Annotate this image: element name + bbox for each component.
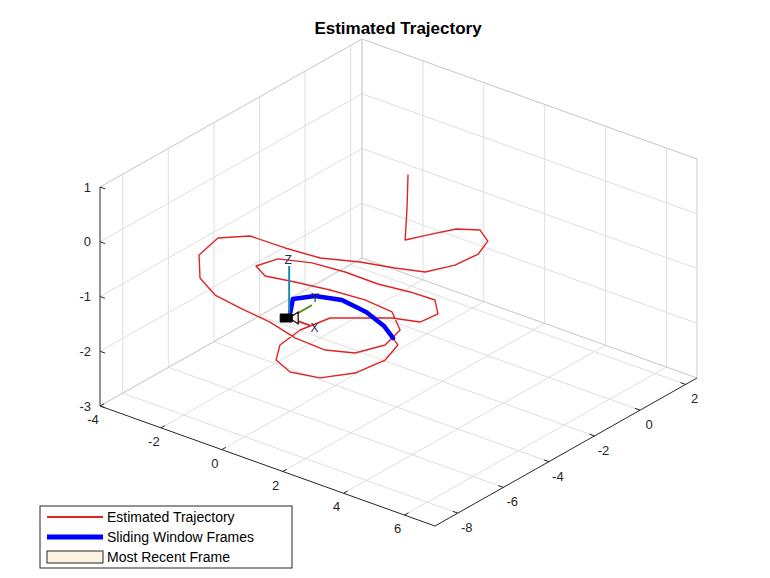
grid-line [100,39,362,187]
y-axis-line [435,378,697,526]
chart: -4 -2 0 2 4 6 -8 -6 -4 -2 0 2 -3 -2 -1 0 1 X Y Z Estimated T… [0,0,770,578]
legend-swatch [47,516,103,518]
plot-data [199,175,488,378]
x-tick [405,513,409,515]
y-tick-label: -2 [598,443,610,458]
legend-label: Most Recent Frame [107,549,230,565]
box-edge [362,39,697,159]
y-tick [589,434,594,436]
legend-swatch [47,534,103,539]
grid-line [344,345,606,493]
y-tick-label: 2 [691,391,698,406]
z-tick [100,242,105,244]
y-tick-label: -8 [461,520,473,535]
x-tick [283,469,287,471]
z-tick [100,297,105,299]
legend-label: Sliding Window Frames [107,529,254,545]
camera-axis-label: Y [311,291,319,305]
z-tick [100,406,105,408]
box-edge [100,258,362,406]
title: Estimated Trajectory [314,19,482,38]
z-tick-label: 0 [84,234,91,249]
legend: Estimated Trajectory Sliding Window Frame… [40,506,292,568]
y-tick [681,383,686,385]
camera-axis-label: X [310,321,318,335]
grid-line [351,264,686,384]
box-edge [362,39,363,258]
background [0,0,770,578]
box-edge [697,159,698,378]
axes: -4 -2 0 2 4 6 -8 -6 -4 -2 0 2 -3 -2 -1 0 1 [79,180,698,537]
x-tick [161,426,165,428]
grid-line [362,149,697,269]
grid-line [100,203,362,351]
box-edge [362,258,697,378]
grid-line [161,280,423,428]
legend-box [40,506,292,568]
z-tick [100,351,105,353]
y-tick [453,511,458,513]
trajectory-line [199,175,488,378]
grid-line [100,149,362,297]
z-tick-label: -2 [79,344,91,359]
trajectory-line [289,296,393,338]
x-tick-label: -2 [148,434,160,449]
z-tick-label: -1 [79,289,91,304]
x-tick-label: -4 [87,412,99,427]
camera-axis [288,266,290,318]
z-tick-label: 1 [84,180,91,195]
grid-line [405,367,667,515]
y-tick-label: -6 [507,494,519,509]
y-tick-label: 0 [645,417,652,432]
x-tick-label: 6 [394,521,401,536]
grid-line [222,302,484,450]
y-tick [498,486,503,488]
x-tick-label: 0 [211,456,218,471]
grid-line [362,258,697,378]
y-tick [635,408,640,410]
grid-line [362,39,363,258]
grid-line [362,39,697,159]
x-tick [222,447,226,449]
x-tick-label: 4 [333,499,340,514]
box-edge [100,39,362,187]
camera-body [280,314,292,322]
z-tick [100,187,105,189]
z-tick-label: -3 [79,399,91,414]
grid-line [362,203,697,323]
camera-lens [292,312,298,324]
legend-swatch [47,551,103,563]
grid-line [100,258,362,406]
x-tick-label: 2 [272,478,279,493]
camera-axis-label: Z [285,253,292,267]
x-tick [344,491,348,493]
y-tick [544,460,549,462]
legend-label: Estimated Trajectory [107,509,235,525]
x-tick [100,404,104,406]
grid [100,39,697,515]
grid-line [100,94,362,242]
camera: X Y Z [280,253,319,335]
y-tick-label: -4 [552,469,564,484]
grid-line [362,94,697,214]
grid-line [100,258,362,406]
grid-line [283,323,545,471]
